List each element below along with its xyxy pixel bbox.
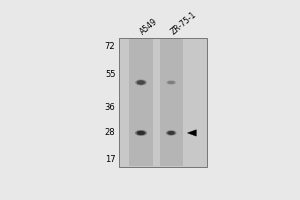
Ellipse shape	[168, 81, 174, 84]
Ellipse shape	[169, 82, 173, 83]
Text: 55: 55	[105, 70, 116, 79]
Ellipse shape	[167, 131, 175, 135]
Ellipse shape	[139, 81, 143, 84]
Bar	[129, 39, 153, 166]
Ellipse shape	[135, 130, 147, 136]
Ellipse shape	[137, 80, 145, 85]
Text: 72: 72	[105, 42, 116, 51]
Ellipse shape	[166, 130, 176, 136]
Ellipse shape	[166, 80, 176, 85]
Ellipse shape	[168, 131, 175, 135]
Ellipse shape	[168, 81, 175, 84]
Ellipse shape	[137, 131, 145, 135]
Bar	[119, 38, 207, 167]
Bar	[160, 39, 183, 166]
Polygon shape	[188, 130, 196, 136]
Ellipse shape	[137, 81, 145, 84]
Ellipse shape	[136, 131, 145, 135]
Text: A549: A549	[139, 17, 160, 36]
Ellipse shape	[169, 132, 173, 134]
Text: 17: 17	[105, 155, 116, 164]
Ellipse shape	[139, 132, 143, 134]
Text: 36: 36	[105, 103, 116, 112]
Text: 28: 28	[105, 128, 116, 137]
Text: ZR-75-1: ZR-75-1	[169, 10, 198, 36]
Ellipse shape	[135, 80, 147, 85]
